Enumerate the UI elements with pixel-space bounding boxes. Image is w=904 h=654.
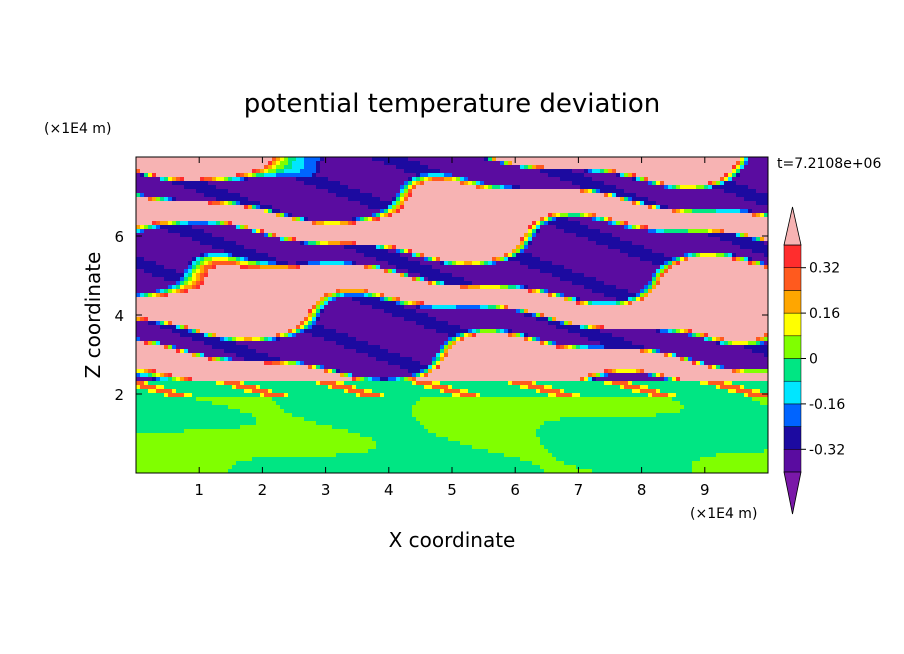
colorbar: 0.32 0.16 0 -0.16 -0.32 [783, 206, 845, 515]
y-unit-label: (×1E4 m) [44, 121, 111, 137]
x-unit-label: (×1E4 m) [690, 506, 757, 522]
colorbar-label: -0.32 [809, 442, 845, 458]
colorbar-segment [783, 335, 802, 359]
x-axis-ticks: 1 2 3 4 5 6 7 8 9 [194, 157, 710, 499]
colorbar-segment [783, 449, 802, 473]
x-tick-label: 2 [258, 481, 268, 499]
chart-title: potential temperature deviation [244, 89, 660, 119]
x-tick-label: 9 [700, 481, 710, 499]
y-tick-label: 6 [114, 228, 124, 246]
y-tick-label: 4 [114, 307, 124, 325]
x-tick-label: 5 [447, 481, 457, 499]
x-tick-label: 8 [637, 481, 647, 499]
colorbar-label: -0.16 [809, 397, 845, 413]
colorbar-label: 0.16 [809, 306, 840, 322]
x-tick-label: 6 [510, 481, 520, 499]
y-axis-title: Z coordinate [81, 252, 105, 379]
colorbar-segment [783, 290, 802, 314]
colorbar-segment [783, 426, 802, 450]
colorbar-label: 0 [809, 352, 818, 368]
x-tick-label: 3 [321, 481, 331, 499]
colorbar-label: 0.32 [809, 261, 840, 277]
colorbar-segment [783, 244, 802, 268]
x-tick-label: 4 [384, 481, 394, 499]
colorbar-segment [783, 267, 802, 291]
colorbar-segment [783, 380, 802, 405]
y-tick-label: 2 [114, 386, 124, 404]
y-axis-ticks: 2 4 6 [114, 228, 768, 404]
x-tick-label: 7 [574, 481, 584, 499]
contour-field [136, 157, 769, 474]
time-label: t=7.2108e+06 [777, 156, 881, 172]
x-tick-label: 1 [194, 481, 204, 499]
colorbar-under-triangle [783, 471, 802, 515]
colorbar-segment [783, 358, 802, 382]
colorbar-segment [783, 312, 802, 337]
x-axis-title: X coordinate [389, 528, 516, 552]
colorbar-segment [783, 403, 802, 427]
colorbar-over-triangle [783, 206, 802, 246]
